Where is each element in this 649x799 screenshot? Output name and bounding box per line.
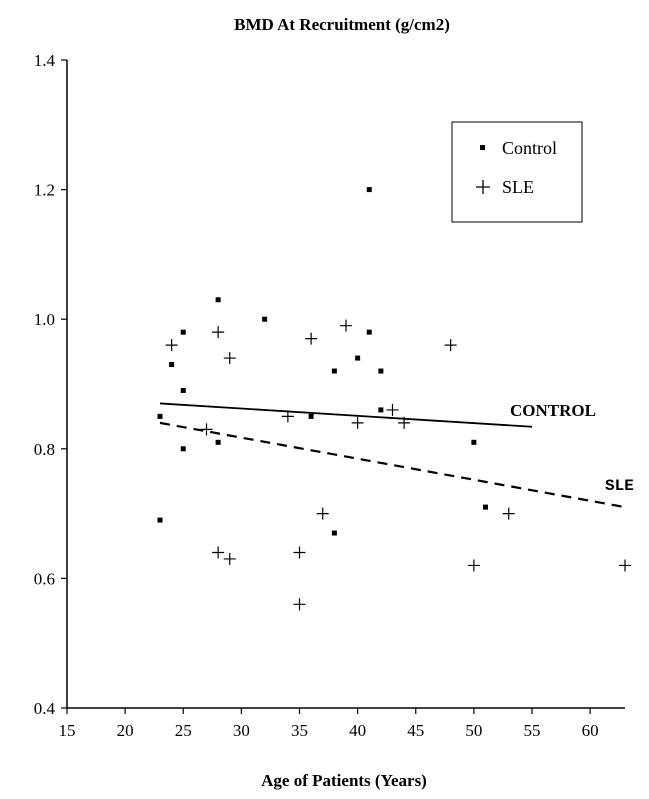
control-point [215,439,221,445]
control-point [157,517,163,523]
sle-point [467,559,480,572]
sle-trend-label: SLE [605,477,634,495]
x-tick-label: 40 [349,721,366,740]
control-point [378,407,384,413]
x-tick-label: 15 [59,721,76,740]
control-point [331,530,337,536]
sle-point [165,339,178,352]
tick-labels: 0.4 0.6 0.8 1.0 1.2 1.4 15 20 25 30 35 40 45 50 55 60 [34,51,599,740]
control-point [180,446,186,452]
sle-point [398,416,411,429]
x-tick-label: 20 [117,721,134,740]
sle-point [212,326,225,339]
control-point [308,413,314,419]
x-axis-label: Age of Patients (Years) [261,771,427,790]
sle-point [316,507,329,520]
x-tick-label: 30 [233,721,250,740]
sle-point [386,403,399,416]
chart-title: BMD At Recruitment (g/cm2) [234,15,450,34]
legend-control-label: Control [502,138,557,158]
sle-point [223,552,236,565]
y-tick-label: 1.2 [34,181,55,200]
control-point [331,368,337,374]
legend-control-marker [480,145,485,150]
sle-point [200,423,213,436]
sle-point [223,352,236,365]
control-point [378,368,384,374]
y-tick-label: 0.4 [34,699,56,718]
sle-point [281,410,294,423]
control-point [180,329,186,335]
data-points [157,187,631,611]
control-point [471,439,477,445]
control-point [366,329,372,335]
x-tick-label: 45 [407,721,424,740]
control-trend-label: CONTROL [510,401,596,420]
sle-point [293,598,306,611]
sle-point [619,559,631,572]
sle-point [212,546,225,559]
legend-sle-label: SLE [502,177,534,197]
control-point [483,504,488,510]
control-point [157,413,163,419]
x-tick-label: 50 [465,721,482,740]
axes [61,59,625,714]
sle-point [351,416,364,429]
y-tick-label: 0.6 [34,569,55,588]
control-point [215,297,221,303]
y-tick-label: 1.0 [34,310,55,329]
sle-point [305,332,318,345]
y-tick-label: 0.8 [34,440,55,459]
legend: Control SLE [451,121,583,223]
sle-point [293,546,306,559]
control-point [169,362,175,368]
legend-box [451,121,583,223]
sle-point [444,339,457,352]
x-tick-label: 55 [524,721,541,740]
y-tick-label: 1.4 [34,51,56,70]
control-point [355,355,361,361]
x-tick-label: 60 [582,721,599,740]
control-point [180,387,186,393]
control-point [262,316,268,322]
sle-point [502,507,515,520]
sle-trend-line [159,421,626,509]
sle-point [340,319,352,332]
control-trend-line [159,402,533,428]
control-point [366,187,372,193]
x-tick-label: 35 [291,721,308,740]
legend-sle-marker [476,180,490,194]
x-tick-label: 25 [175,721,192,740]
trend-lines: CONTROL SLE [159,401,634,509]
